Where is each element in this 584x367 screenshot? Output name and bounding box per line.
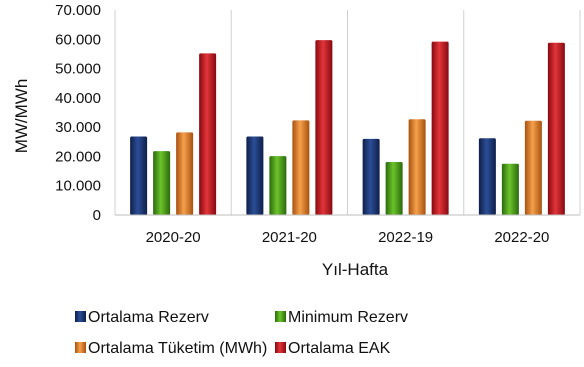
bar <box>246 136 264 215</box>
bar <box>408 119 426 215</box>
y-tick-label: 0 <box>93 207 101 224</box>
bar <box>269 156 287 215</box>
legend-swatch <box>75 311 86 322</box>
legend-label: Ortalama Tüketim (MWh) <box>88 340 267 357</box>
bars <box>130 40 565 215</box>
y-axis: 0 10.000 20.000 30.000 40.000 50.000 60.000 70.… <box>55 2 101 224</box>
y-tick-label: 40.000 <box>55 90 101 107</box>
y-axis-title: MW/MWh <box>12 79 31 154</box>
legend-label: Minimum Rezerv <box>288 309 408 326</box>
bar <box>292 120 310 215</box>
y-tick-label: 10.000 <box>55 178 101 195</box>
y-tick-label: 60.000 <box>55 31 101 48</box>
legend-swatch <box>275 311 286 322</box>
y-tick-label: 30.000 <box>55 119 101 136</box>
bar <box>524 120 542 215</box>
legend-swatch <box>75 342 86 353</box>
y-tick-label: 50.000 <box>55 61 101 78</box>
bar <box>501 163 519 215</box>
x-tick-label: 2022-20 <box>494 229 549 246</box>
gridlines <box>114 10 581 215</box>
bar <box>478 138 496 215</box>
bar <box>130 136 148 215</box>
legend-label: Ortalama Rezerv <box>88 309 209 326</box>
y-tick-label: 20.000 <box>55 148 101 165</box>
bar <box>153 151 171 215</box>
x-tick-label: 2020-20 <box>146 229 201 246</box>
legend-label: Ortalama EAK <box>288 340 391 357</box>
y-tick-label: 70.000 <box>55 2 101 19</box>
bar <box>315 40 333 215</box>
legend: Ortalama Rezerv Minimum Rezerv Ortalama Tü… <box>75 309 408 357</box>
bar <box>176 132 194 215</box>
bar <box>431 41 449 215</box>
x-tick-label: 2022-19 <box>378 229 433 246</box>
bar <box>199 53 217 215</box>
x-tick-label: 2021-20 <box>262 229 317 246</box>
bar <box>362 138 380 215</box>
x-axis-title: Yıl-Hafta <box>322 260 389 279</box>
bar <box>385 161 403 215</box>
x-axis: 2020-20 2021-20 2022-19 2022-20 <box>146 229 550 246</box>
legend-swatch <box>275 342 286 353</box>
plot-area <box>114 10 581 216</box>
bar <box>547 42 565 215</box>
